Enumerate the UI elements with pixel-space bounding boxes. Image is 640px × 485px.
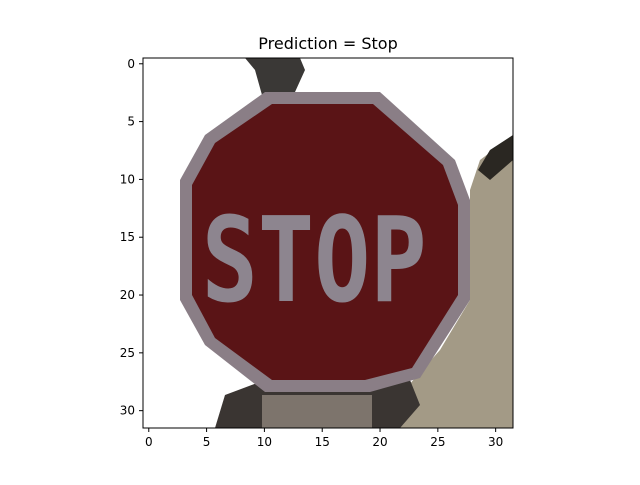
sign-text: STOP — [202, 191, 427, 329]
y-tick-label: 0 — [127, 57, 135, 71]
road-background — [395, 135, 513, 428]
sign-face — [192, 104, 458, 380]
image-area — [143, 58, 513, 428]
chart-title: Prediction = Stop — [258, 34, 397, 53]
x-tick-label: 15 — [315, 435, 330, 449]
sign-letters: STOP — [202, 191, 427, 329]
x-tick-label: 20 — [372, 435, 387, 449]
y-tick-label: 15 — [120, 230, 135, 244]
x-tick-label: 25 — [430, 435, 445, 449]
y-tick-label: 5 — [127, 115, 135, 129]
y-axis: 0 5 10 15 20 25 30 — [120, 57, 143, 418]
plot-frame — [142, 57, 514, 429]
y-tick-label: 20 — [120, 288, 135, 302]
x-tick-label: 30 — [488, 435, 503, 449]
dark-corner-top-right — [478, 135, 513, 180]
y-tick-label: 30 — [120, 404, 135, 418]
y-tick-label: 10 — [120, 172, 135, 186]
x-tick-label: 5 — [203, 435, 211, 449]
x-tick-label: 0 — [145, 435, 153, 449]
top-dark-patch — [245, 58, 305, 95]
y-tick-label: 25 — [120, 346, 135, 360]
x-axis: 0 5 10 15 20 25 30 — [145, 428, 503, 449]
x-tick-label: 10 — [257, 435, 272, 449]
sign-post — [262, 395, 372, 428]
